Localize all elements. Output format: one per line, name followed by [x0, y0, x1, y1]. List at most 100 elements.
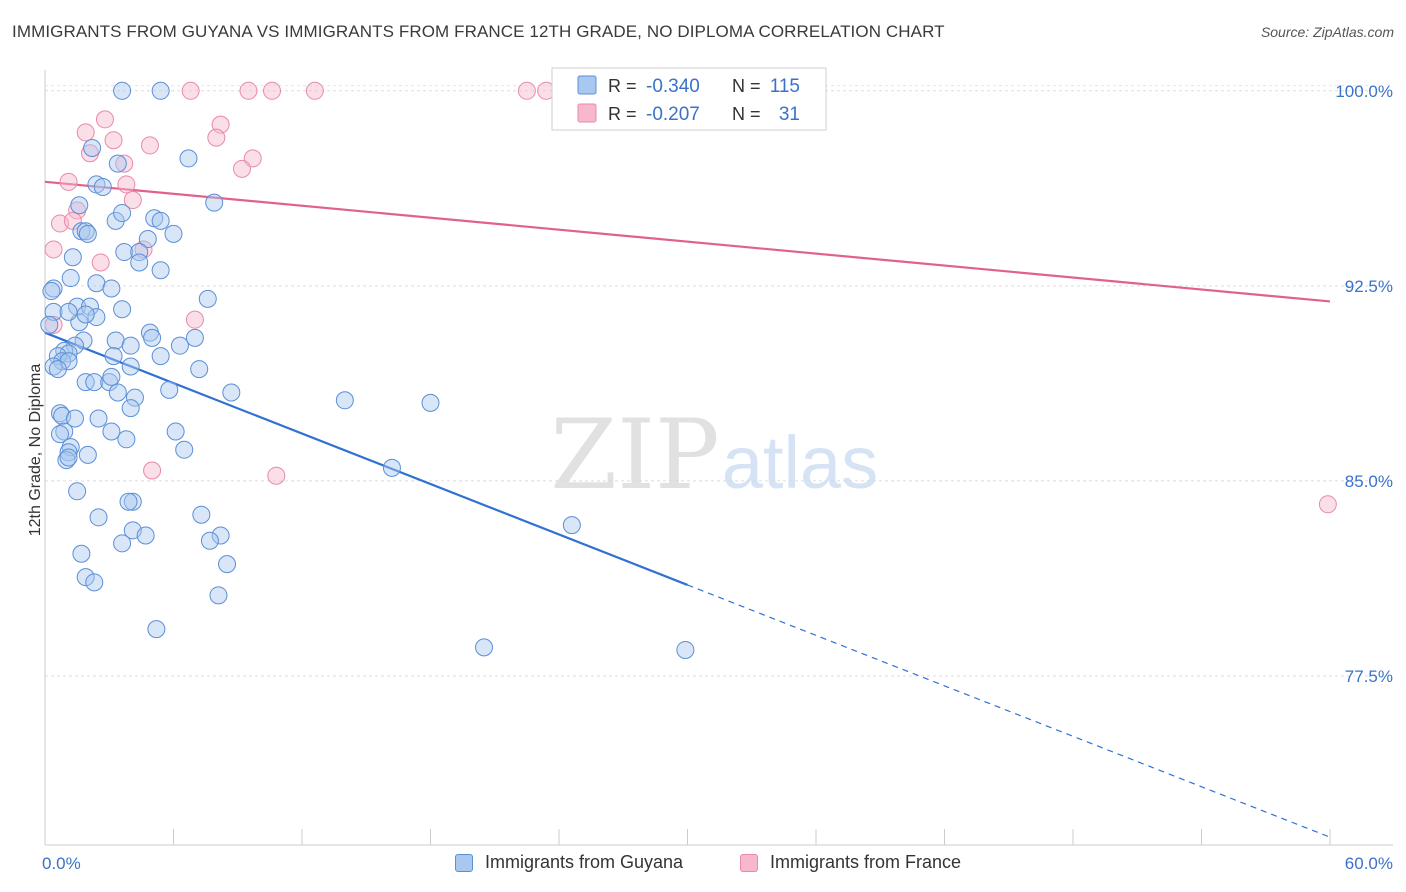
- point-france-17: [59, 172, 78, 191]
- point-guyana-20: [63, 248, 82, 267]
- point-guyana-66: [421, 393, 440, 412]
- point-guyana-102: [676, 640, 695, 659]
- y-tick-label-1: 92.5%: [1345, 277, 1393, 296]
- point-guyana-65: [335, 391, 354, 410]
- point-guyana-100: [147, 620, 166, 639]
- point-guyana-50: [151, 347, 170, 366]
- point-guyana-73: [102, 422, 121, 441]
- chart-title: IMMIGRANTS FROM GUYANA VS IMMIGRANTS FRO…: [12, 22, 945, 41]
- point-guyana-14: [76, 222, 95, 241]
- point-guyana-98: [85, 573, 104, 592]
- point-guyana-89: [562, 516, 581, 535]
- points-france: [44, 81, 1337, 514]
- y-tick-label-0: 100.0%: [1335, 82, 1393, 101]
- point-guyana-16: [138, 230, 157, 249]
- point-france-29: [267, 466, 286, 485]
- point-guyana-39: [143, 328, 162, 347]
- legend-r-label-guyana: R =: [608, 76, 642, 96]
- legend-n-value-france: 31: [779, 104, 800, 125]
- point-france-7: [95, 110, 114, 129]
- point-guyana-70: [65, 409, 84, 428]
- point-guyana-68: [121, 399, 140, 418]
- point-guyana-24: [87, 274, 106, 293]
- point-france-0: [181, 81, 200, 100]
- trend-lines: [44, 180, 1331, 838]
- trend-line-guyana: [44, 331, 688, 586]
- axes: [44, 70, 1393, 846]
- point-france-4: [517, 81, 536, 100]
- legend-box: R = -0.340 N = 115 R = -0.207 N = 31: [551, 67, 827, 131]
- point-france-9: [76, 123, 95, 142]
- point-guyana-82: [59, 448, 78, 467]
- points-guyana: [40, 81, 695, 659]
- x-tick-label-0: 0.0%: [42, 854, 81, 873]
- point-guyana-8: [70, 196, 89, 215]
- legend-r-label-france: R =: [608, 104, 642, 124]
- point-guyana-71: [89, 409, 108, 428]
- tick-labels: 100.0% 92.5% 85.0% 77.5% 0.0% 60.0%: [42, 82, 1393, 873]
- point-guyana-22: [151, 261, 170, 280]
- point-france-28: [143, 461, 162, 480]
- point-guyana-81: [57, 451, 76, 470]
- point-guyana-86: [119, 492, 138, 511]
- point-guyana-85: [123, 492, 142, 511]
- y-tick-label-2: 85.0%: [1345, 472, 1393, 491]
- point-france-11: [104, 131, 123, 150]
- point-guyana-3: [179, 149, 198, 168]
- point-guyana-1: [151, 81, 170, 100]
- point-guyana-12: [151, 211, 170, 230]
- legend-n-label-france: N =: [732, 104, 766, 124]
- point-guyana-7: [205, 193, 224, 212]
- legend-r-value-france: -0.207: [646, 104, 700, 125]
- point-guyana-44: [170, 336, 189, 355]
- legend-label-france: Immigrants from France: [770, 852, 962, 872]
- point-guyana-88: [192, 505, 211, 524]
- point-guyana-84: [68, 482, 87, 501]
- point-guyana-97: [76, 568, 95, 587]
- point-guyana-49: [104, 347, 123, 366]
- point-france-27: [44, 315, 63, 334]
- point-guyana-2: [83, 139, 102, 158]
- point-guyana-37: [76, 305, 95, 324]
- legend-n-label-guyana: N =: [732, 76, 766, 96]
- point-guyana-94: [113, 534, 132, 553]
- point-guyana-63: [222, 383, 241, 402]
- point-guyana-15: [164, 224, 183, 243]
- point-guyana-95: [72, 544, 91, 563]
- point-guyana-40: [185, 328, 204, 347]
- point-france-19: [123, 191, 142, 210]
- point-guyana-42: [106, 331, 125, 350]
- point-guyana-19: [130, 243, 149, 262]
- point-france-24: [44, 240, 63, 259]
- point-guyana-74: [166, 422, 185, 441]
- point-guyana-56: [190, 360, 209, 379]
- point-guyana-27: [42, 282, 61, 301]
- point-france-12: [140, 136, 159, 155]
- bottom-legend: Immigrants from Guyana Immigrants from F…: [0, 852, 1406, 878]
- point-guyana-60: [102, 367, 121, 386]
- point-guyana-80: [78, 445, 97, 464]
- point-guyana-31: [113, 300, 132, 319]
- watermark-zip: ZIP: [550, 399, 719, 511]
- point-guyana-99: [209, 586, 228, 605]
- point-france-25: [91, 253, 110, 272]
- legend-label-guyana: Immigrants from Guyana: [485, 852, 684, 872]
- y-tick-label-3: 77.5%: [1345, 667, 1393, 686]
- point-france-3: [305, 81, 324, 100]
- legend-item-guyana: Immigrants from Guyana: [455, 852, 683, 873]
- point-guyana-55: [121, 357, 140, 376]
- point-guyana-6: [93, 178, 112, 197]
- point-guyana-91: [136, 526, 155, 545]
- y-axis-label: 12th Grade, No Diploma: [27, 363, 44, 537]
- point-guyana-64: [125, 388, 144, 407]
- point-guyana-54: [48, 360, 67, 379]
- point-france-18: [117, 175, 136, 194]
- legend-swatch-guyana-bottom: [455, 853, 473, 872]
- point-guyana-83: [382, 458, 401, 477]
- point-guyana-61: [160, 380, 179, 399]
- point-guyana-11: [113, 204, 132, 223]
- point-france-16: [233, 159, 252, 178]
- point-guyana-35: [40, 315, 59, 334]
- source-credit: Source: ZipAtlas.com: [1260, 24, 1394, 40]
